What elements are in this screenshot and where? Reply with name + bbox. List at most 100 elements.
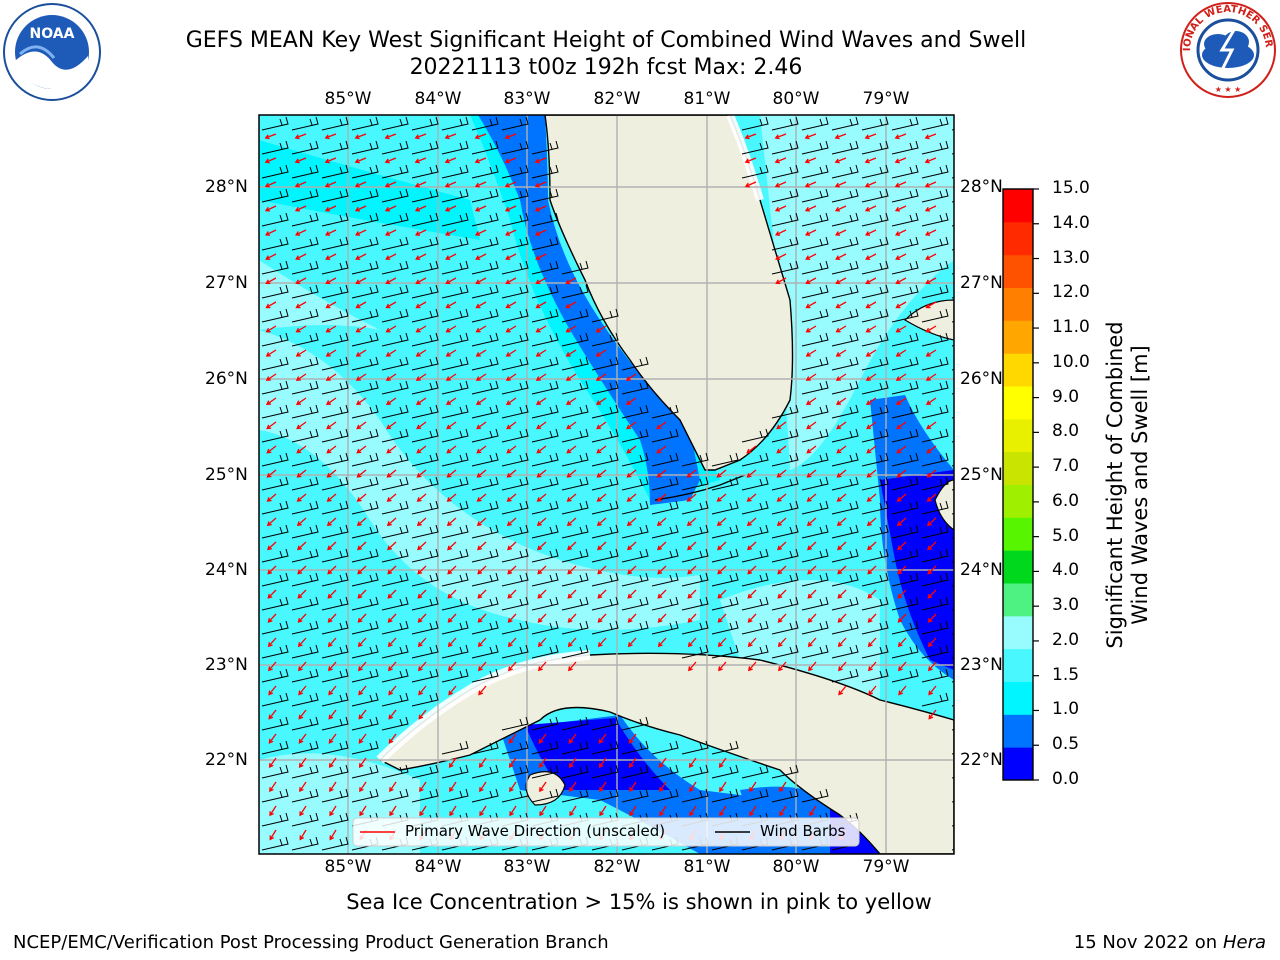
wind-barb <box>651 596 679 611</box>
wind-barb <box>741 140 769 155</box>
wind-barb <box>771 596 799 611</box>
wave-direction-arrow <box>324 133 337 140</box>
wave-direction-arrow <box>868 661 877 672</box>
lat-label-right: 27°N <box>960 273 1003 293</box>
legend-wave-label: Primary Wave Direction (unscaled) <box>405 822 666 840</box>
wind-barb <box>861 332 889 347</box>
wave-direction-arrow <box>959 638 966 646</box>
wave-direction-arrow <box>807 541 817 551</box>
wind-barb <box>861 572 889 587</box>
wind-barb <box>621 620 649 635</box>
wind-barb <box>561 428 589 443</box>
wind-barb <box>861 140 889 155</box>
wave-direction-arrow <box>416 421 427 430</box>
wind-barb <box>351 212 379 227</box>
wave-direction-arrow <box>475 349 487 357</box>
colorbar-tick-label: 1.5 <box>1052 664 1080 685</box>
wave-direction-arrow <box>568 661 577 672</box>
wave-direction-arrow <box>658 757 667 768</box>
colorbar-tick-label: 10.0 <box>1052 351 1090 372</box>
wind-barb <box>741 452 769 467</box>
wind-barb <box>831 476 859 491</box>
wave-direction-arrow <box>687 637 697 648</box>
wave-direction-arrow <box>446 469 457 478</box>
wind-barb <box>951 441 954 443</box>
wave-direction-arrow <box>834 157 847 164</box>
colorbar-segment <box>1003 747 1033 781</box>
wave-direction-arrow <box>357 613 367 623</box>
wind-barb <box>801 188 829 203</box>
colorbar-segment <box>1003 681 1033 715</box>
wave-direction-arrow <box>535 349 547 357</box>
wind-barb <box>711 500 739 515</box>
wave-direction-arrow <box>864 133 877 140</box>
wind-barb <box>951 537 954 539</box>
wave-direction-arrow <box>296 469 307 478</box>
wave-direction-arrow <box>358 709 367 720</box>
wave-direction-arrow <box>505 325 517 333</box>
sea-ice-note: Sea Ice Concentration > 15% is shown in … <box>346 890 932 914</box>
wave-direction-arrow <box>865 277 877 285</box>
wave-direction-arrow <box>324 205 337 212</box>
wind-barb <box>501 452 529 467</box>
wave-direction-arrow <box>717 613 727 623</box>
wave-direction-arrow <box>268 757 277 768</box>
wind-barb <box>831 380 859 395</box>
wave-direction-arrow <box>326 445 337 454</box>
map-legend <box>352 817 860 847</box>
wave-direction-arrow <box>657 589 667 599</box>
wind-barb <box>411 308 439 323</box>
wind-barb <box>621 380 649 395</box>
wind-barb <box>501 140 529 155</box>
wave-direction-arrow <box>596 517 607 527</box>
wave-direction-arrow <box>774 181 787 188</box>
wind-barb <box>471 428 499 443</box>
wind-barb <box>681 476 709 491</box>
wind-barb <box>411 404 439 419</box>
wind-barb <box>591 788 619 803</box>
wave-direction-arrow <box>357 541 367 551</box>
wave-direction-arrow <box>477 541 487 551</box>
wave-direction-arrow <box>328 685 337 696</box>
florida-land <box>544 115 794 471</box>
wave-direction-arrow <box>629 781 637 793</box>
wind-barb <box>321 740 349 755</box>
wind-barb <box>861 476 889 491</box>
wind-barb <box>261 692 289 707</box>
wind-barb <box>411 476 439 491</box>
wave-direction-arrow <box>595 349 607 357</box>
wave-direction-arrow <box>865 301 877 309</box>
chart-title: GEFS MEAN Key West Significant Height of… <box>185 28 1027 53</box>
wind-barb <box>411 620 439 635</box>
wave-direction-arrow <box>805 373 817 381</box>
wind-barb <box>441 548 469 563</box>
wind-barb <box>771 500 799 515</box>
wind-barb <box>261 620 289 635</box>
wave-direction-arrow <box>266 493 277 502</box>
wave-direction-arrow <box>895 373 907 381</box>
wave-direction-arrow <box>536 493 547 502</box>
wind-barb <box>861 428 889 443</box>
wind-barb <box>441 260 469 275</box>
wind-barb <box>261 116 289 131</box>
wave-direction-arrow <box>504 157 517 164</box>
wave-direction-arrow <box>329 805 337 817</box>
wind-barb <box>351 140 379 155</box>
footer-date-text: 15 Nov 2022 on <box>1073 932 1218 953</box>
sea-field-medium-band <box>478 115 700 505</box>
wind-barb <box>291 500 319 515</box>
wind-barb <box>531 308 559 323</box>
wind-barb <box>411 212 439 227</box>
wind-barb <box>471 140 499 155</box>
wind-barb <box>441 764 469 779</box>
wave-direction-arrow <box>718 661 727 672</box>
wind-barb <box>381 308 409 323</box>
wind-barb <box>741 620 769 635</box>
wind-barb <box>771 788 799 803</box>
wind-barb <box>891 428 919 443</box>
wind-barb <box>351 356 379 371</box>
wave-direction-arrow <box>924 181 937 188</box>
wind-barb <box>891 644 919 659</box>
wave-direction-arrow <box>385 349 397 357</box>
wave-direction-arrow <box>836 445 847 454</box>
